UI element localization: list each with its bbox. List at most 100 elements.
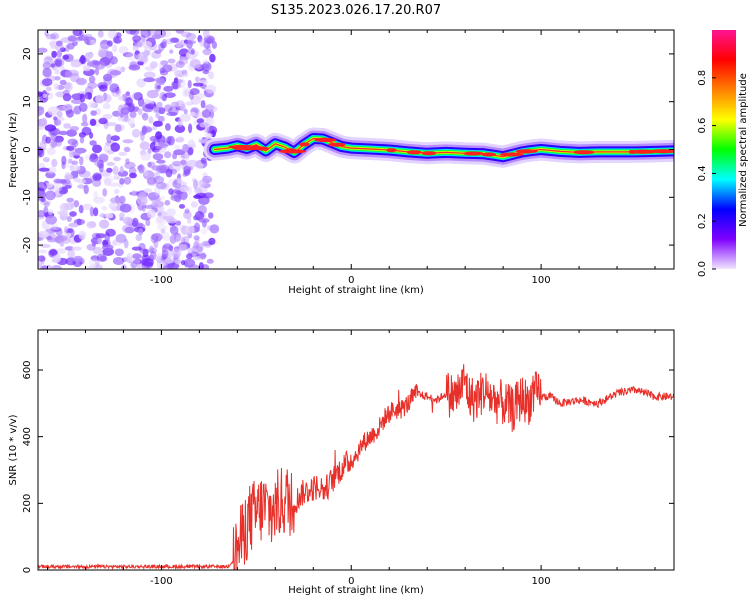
noise-blob xyxy=(112,257,125,265)
noise-blob xyxy=(97,49,107,58)
noise-blob xyxy=(157,211,162,217)
noise-blob xyxy=(154,82,162,92)
ridge-peak xyxy=(499,152,524,157)
ridge-peak xyxy=(328,142,346,147)
noise-blob xyxy=(72,30,83,37)
noise-blob xyxy=(119,177,125,185)
noise-blob xyxy=(38,230,50,238)
noise-blob xyxy=(42,93,48,99)
ridge-peak xyxy=(631,149,658,154)
noise-blob xyxy=(129,111,137,119)
noise-blob xyxy=(68,222,79,228)
noise-blob xyxy=(102,113,113,120)
noise-blob xyxy=(150,234,159,244)
noise-blob xyxy=(187,217,192,224)
noise-blob xyxy=(177,73,189,78)
noise-blob xyxy=(99,219,110,229)
noise-blob xyxy=(166,208,177,217)
noise-blob xyxy=(45,182,53,188)
noise-blob xyxy=(155,112,160,119)
noise-blob xyxy=(99,43,110,50)
noise-blob xyxy=(65,70,73,78)
noise-blob xyxy=(38,190,47,198)
y-tick-label: 0 xyxy=(22,146,33,152)
noise-blob xyxy=(106,40,113,47)
noise-blob xyxy=(152,200,159,206)
noise-blob xyxy=(189,58,201,69)
noise-blob xyxy=(149,196,161,202)
noise-blob xyxy=(81,126,92,136)
noise-blob xyxy=(83,65,91,72)
noise-blob xyxy=(157,115,165,123)
noise-blob xyxy=(65,44,70,53)
noise-blob xyxy=(122,52,134,58)
snr-y-axis-label: SNR (10 * v/v) xyxy=(8,414,19,485)
noise-blob xyxy=(155,164,167,174)
noise-blob xyxy=(95,233,107,239)
noise-blob xyxy=(156,182,167,190)
noise-blob xyxy=(45,86,52,92)
noise-blob xyxy=(86,39,91,45)
noise-blob xyxy=(144,204,155,209)
spectrogram-ridge xyxy=(203,127,674,168)
noise-blob xyxy=(205,84,217,94)
noise-blob xyxy=(141,258,154,267)
noise-blob xyxy=(102,73,113,82)
noise-blob xyxy=(54,135,64,143)
noise-blob xyxy=(197,204,207,215)
noise-blob xyxy=(109,70,122,76)
noise-blob xyxy=(123,176,132,185)
noise-blob xyxy=(67,42,75,50)
noise-blob xyxy=(104,177,112,186)
noise-blob xyxy=(153,239,159,249)
noise-blob xyxy=(177,243,188,252)
noise-blob xyxy=(71,140,79,148)
noise-blob xyxy=(56,40,63,47)
noise-blob xyxy=(51,265,62,269)
noise-blob xyxy=(177,78,186,89)
noise-blob xyxy=(115,233,127,244)
noise-blob xyxy=(200,100,206,109)
noise-blob xyxy=(148,116,154,124)
noise-blob xyxy=(180,260,186,266)
noise-blob xyxy=(40,265,48,269)
noise-blob xyxy=(38,262,42,268)
noise-blob xyxy=(49,226,62,232)
noise-blob xyxy=(201,264,210,269)
x-tick-label: 0 xyxy=(348,576,354,587)
noise-blob xyxy=(162,64,173,73)
noise-blob xyxy=(149,247,157,254)
noise-blob xyxy=(203,39,211,50)
noise-blob xyxy=(62,103,73,111)
noise-blob xyxy=(88,101,96,109)
noise-blob xyxy=(65,232,72,238)
noise-blob xyxy=(160,182,170,191)
noise-blob xyxy=(147,30,155,37)
noise-blob xyxy=(181,31,192,38)
noise-blob xyxy=(173,149,186,156)
noise-blob xyxy=(200,157,207,164)
noise-blob xyxy=(187,80,192,89)
colorbar: 0.0 0.2 0.4 0.6 0.8 Normalized spectral ampl… xyxy=(697,30,749,277)
noise-blob xyxy=(132,35,141,43)
noise-blob xyxy=(43,56,53,65)
noise-blob xyxy=(174,259,182,265)
noise-blob xyxy=(209,224,220,234)
noise-blob xyxy=(201,63,210,70)
noise-blob xyxy=(172,160,183,167)
noise-blob xyxy=(42,157,50,163)
noise-blob xyxy=(193,241,199,249)
x-tick-label: -100 xyxy=(150,576,173,587)
noise-blob xyxy=(200,228,208,235)
y-tick-label: -20 xyxy=(22,237,33,253)
noise-blob xyxy=(202,48,212,56)
noise-blob xyxy=(84,92,93,100)
noise-blob xyxy=(117,112,122,122)
noise-blob xyxy=(110,196,123,204)
noise-blob xyxy=(131,217,139,228)
noise-blob xyxy=(53,83,60,91)
noise-blob xyxy=(142,102,148,111)
snr-series-line xyxy=(38,364,674,570)
noise-blob xyxy=(103,144,110,153)
